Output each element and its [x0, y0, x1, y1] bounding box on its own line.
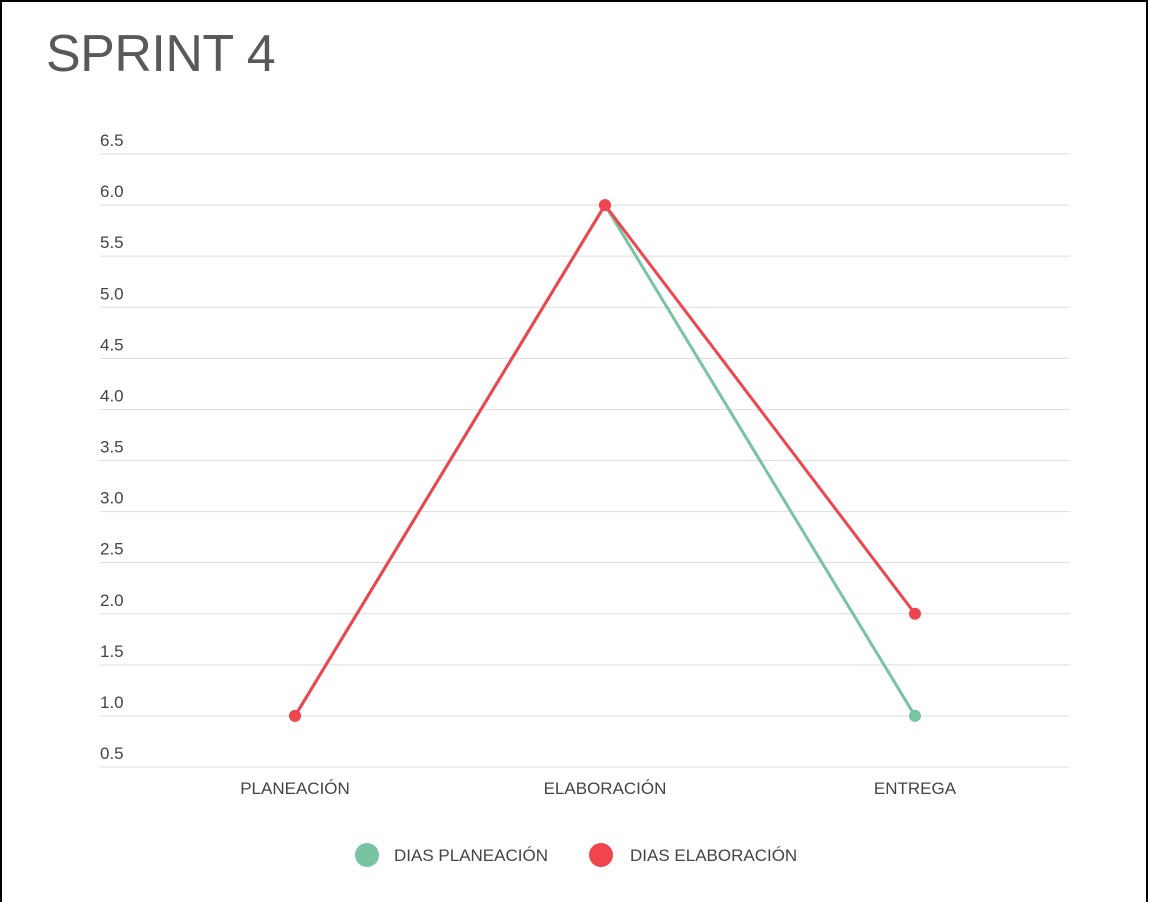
y-tick-label: 5.0 [100, 284, 124, 303]
y-tick-label: 3.5 [100, 438, 124, 457]
y-tick-label: 1.5 [100, 642, 124, 661]
y-tick-label: 5.5 [100, 233, 124, 252]
series-line-segment [603, 203, 917, 718]
y-tick-label: 3.0 [100, 489, 124, 508]
y-tick-label: 2.5 [100, 540, 124, 559]
legend-swatch [589, 843, 613, 867]
y-axis-ticks: 0.5 1.0 1.5 2.0 2.5 3.0 3.5 4.0 4.5 5.0 5.5 6.0 6.5 [100, 131, 124, 763]
gridlines [100, 153, 1070, 768]
x-tick-label: ELABORACIÓN [544, 779, 667, 798]
y-tick-label: 4.0 [100, 386, 124, 405]
data-point[interactable] [289, 709, 301, 722]
data-point[interactable] [909, 607, 921, 620]
legend-item[interactable]: DIAS PLANEACIÓN [355, 843, 548, 867]
y-tick-label: 0.5 [100, 744, 124, 763]
y-tick-label: 1.0 [100, 693, 124, 712]
legend-item[interactable]: DIAS ELABORACIÓN [589, 843, 797, 867]
chart-title: SPRINT 4 [46, 25, 276, 83]
x-axis-ticks: PLANEACIÓN ELABORACIÓN ENTREGA [240, 779, 957, 798]
y-tick-label: 2.0 [100, 591, 124, 610]
data-point[interactable] [599, 199, 611, 212]
x-tick-label: ENTREGA [874, 779, 957, 798]
data-point[interactable] [909, 709, 921, 722]
series-line-segment [293, 203, 607, 718]
y-tick-label: 4.5 [100, 335, 124, 354]
series-2 [293, 203, 917, 718]
y-tick-label: 6.5 [100, 131, 124, 150]
series-line-segment [603, 203, 917, 616]
legend: DIAS PLANEACIÓN DIAS ELABORACIÓN [355, 843, 797, 867]
y-tick-label: 6.0 [100, 182, 124, 201]
series-2-points [289, 199, 921, 722]
x-tick-label: PLANEACIÓN [240, 779, 350, 798]
legend-label: DIAS PLANEACIÓN [394, 846, 548, 865]
legend-swatch [355, 843, 379, 867]
legend-label: DIAS ELABORACIÓN [630, 846, 797, 865]
